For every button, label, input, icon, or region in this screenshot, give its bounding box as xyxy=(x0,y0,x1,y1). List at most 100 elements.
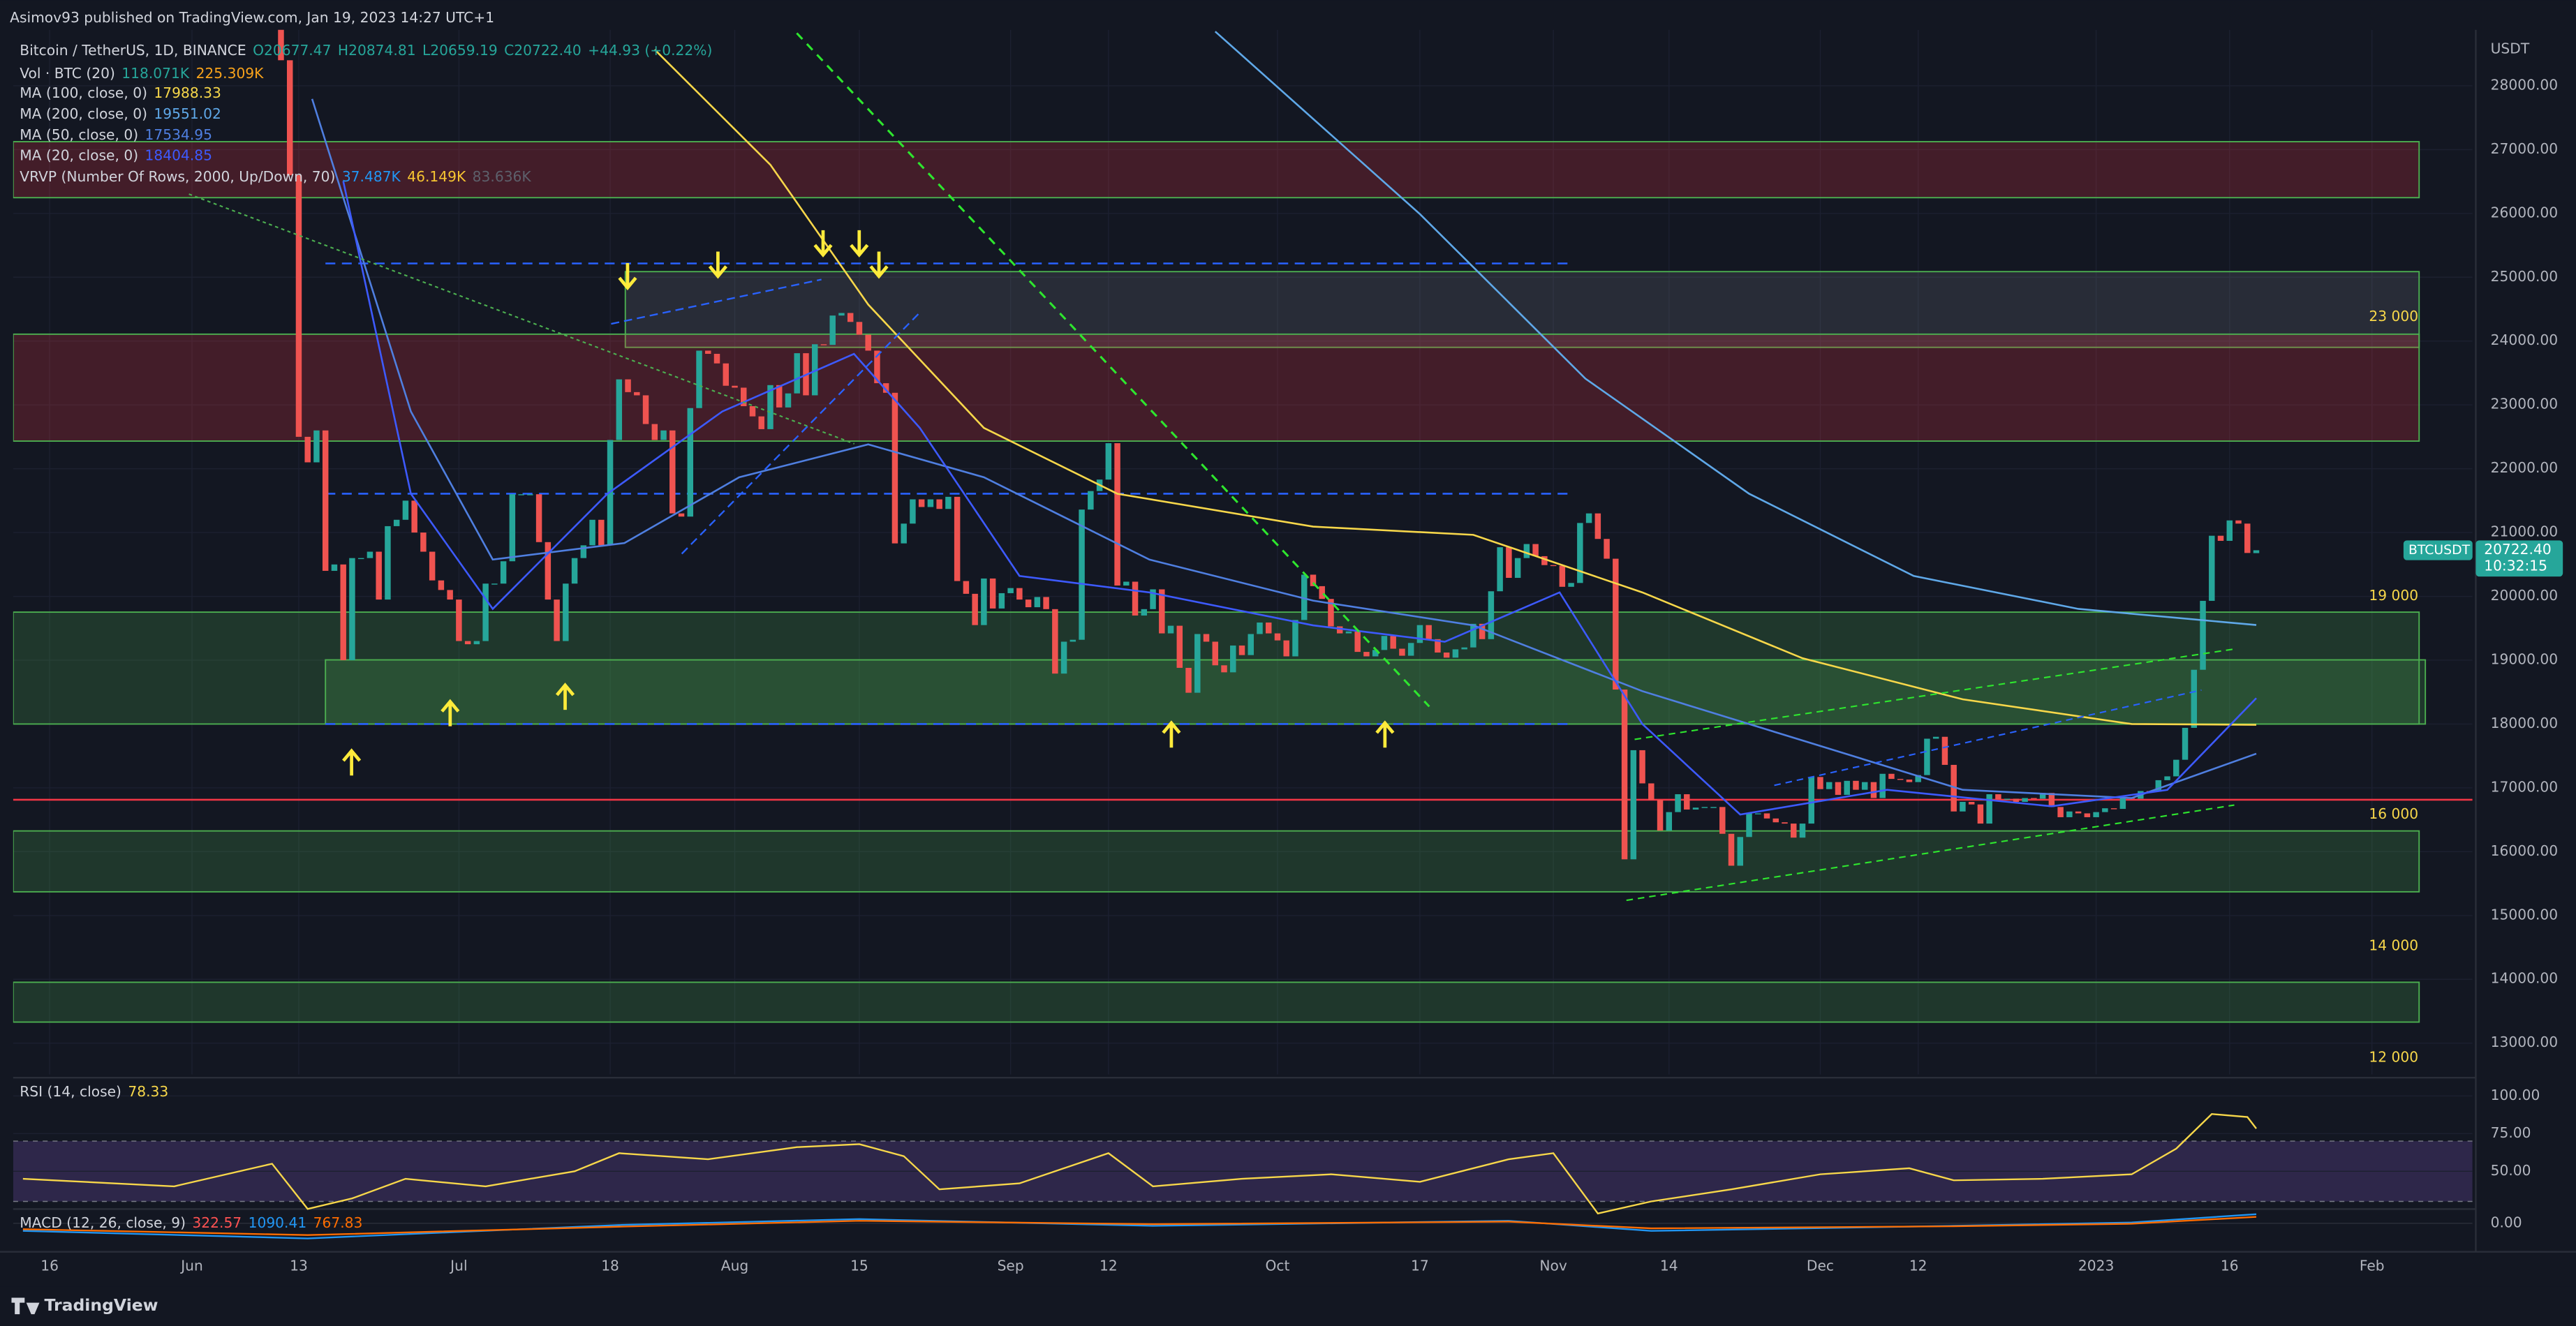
candle-body xyxy=(634,392,640,396)
candle-body xyxy=(1257,623,1263,634)
legend-text: 1090.41 xyxy=(249,1214,307,1231)
candle-body xyxy=(910,499,916,524)
candle-body xyxy=(438,580,445,590)
candle-body xyxy=(723,363,729,386)
symbol-label: BTCUSDT xyxy=(2408,543,2471,558)
candle-body xyxy=(1461,647,1467,650)
candle-body xyxy=(1915,775,1921,782)
candle-body xyxy=(2013,798,2020,803)
candle-body xyxy=(1968,802,1975,805)
candle-body xyxy=(1950,764,1957,812)
candle-body xyxy=(2057,807,2064,817)
y-tick-label: 22000.00 xyxy=(2491,459,2558,476)
candle-body xyxy=(847,313,854,322)
candle-body xyxy=(2075,811,2082,814)
legend-text: 19551.02 xyxy=(154,105,221,122)
candle-body xyxy=(945,496,952,509)
x-tick-label: 13 xyxy=(290,1257,308,1274)
legend-text: VRVP (Number Of Rows, 2000, Up/Down, 70) xyxy=(20,168,335,185)
x-tick-label: Jun xyxy=(179,1257,203,1274)
legend-text: MA (100, close, 0) xyxy=(20,84,147,101)
candle-body xyxy=(865,334,871,351)
legend-text: 17534.95 xyxy=(145,126,212,143)
trend-line xyxy=(1634,648,2235,740)
legend-text: 322.57 xyxy=(192,1214,242,1231)
candle-body xyxy=(1728,833,1735,866)
candle-body xyxy=(367,551,373,558)
candle-body xyxy=(1060,641,1067,674)
candle-body xyxy=(882,383,889,393)
trend-line xyxy=(796,32,1430,708)
publisher: Asimov93 published on TradingView.com, J… xyxy=(10,9,494,26)
zone xyxy=(13,981,2420,1023)
y-tick-label: 20000.00 xyxy=(2491,587,2558,604)
labels: Asimov93 published on TradingView.com, J… xyxy=(10,9,2563,1274)
candle-body xyxy=(1986,794,1992,824)
legend-text: 118.071K xyxy=(121,65,190,82)
y-tick-label: 17000.00 xyxy=(2491,778,2558,795)
x-tick-label: 17 xyxy=(1411,1257,1429,1274)
candle-body xyxy=(2066,811,2073,817)
candle-body xyxy=(625,379,631,392)
candle-body xyxy=(509,494,516,562)
candle-body xyxy=(1292,620,1298,657)
candle-body xyxy=(1853,780,1859,790)
candle-body xyxy=(1808,777,1814,824)
candle-body xyxy=(1861,782,1868,790)
candle-body xyxy=(758,416,764,429)
candle-body xyxy=(429,551,436,581)
candle-body xyxy=(376,551,382,600)
candle-body xyxy=(2004,798,2011,800)
candle-body xyxy=(838,313,845,316)
candle-body xyxy=(554,599,560,641)
candle-body xyxy=(811,344,818,396)
candle-body xyxy=(732,385,738,388)
legend-text: 37.487K xyxy=(342,168,401,185)
candle-body xyxy=(2119,797,2126,810)
candle-body xyxy=(1114,443,1120,586)
candle-body xyxy=(1016,588,1023,600)
x-tick-label: 14 xyxy=(1660,1257,1678,1274)
brand: TradingView xyxy=(45,1295,158,1315)
candle-body xyxy=(1630,750,1637,860)
candle-body xyxy=(322,430,329,571)
candle-body xyxy=(1666,812,1673,831)
countdown-label: 10:32:15 xyxy=(2484,557,2547,574)
candle-body xyxy=(741,387,747,406)
candle-body xyxy=(1639,750,1645,784)
logo-mark xyxy=(11,1297,40,1315)
legend-text: 767.83 xyxy=(313,1214,363,1231)
legend-text: Vol · BTC (20) xyxy=(20,65,115,82)
candle-body xyxy=(2084,813,2091,817)
candle-body xyxy=(794,353,800,394)
legend-text: RSI (14, close) xyxy=(20,1083,121,1100)
candle-body xyxy=(989,578,996,609)
candle-body xyxy=(563,583,569,641)
candle-body xyxy=(1613,558,1619,690)
candle-body xyxy=(1924,738,1930,775)
candle-body xyxy=(1390,636,1396,649)
legend-text: 78.33 xyxy=(128,1083,168,1100)
candle-body xyxy=(473,641,480,645)
candle-body xyxy=(1328,599,1334,627)
price-unit: USDT xyxy=(2491,40,2530,57)
candle-body xyxy=(776,385,783,408)
candle-body xyxy=(1523,544,1530,558)
legend-text: 46.149K xyxy=(407,168,466,185)
candle-body xyxy=(713,354,720,364)
candle-body xyxy=(286,60,293,175)
candle-body xyxy=(1737,837,1744,866)
candle-body xyxy=(998,593,1005,609)
y-tick-label: 26000.00 xyxy=(2491,204,2558,221)
candle-body xyxy=(1559,565,1566,587)
y-tick-label: 23000.00 xyxy=(2491,396,2558,412)
candle-body xyxy=(1906,779,1913,782)
x-tick-label: 2023 xyxy=(2078,1257,2114,1274)
down-arrows xyxy=(618,230,889,290)
candle-body xyxy=(651,424,658,440)
price-tag xyxy=(2475,540,2563,577)
candle-body xyxy=(1995,794,2001,800)
